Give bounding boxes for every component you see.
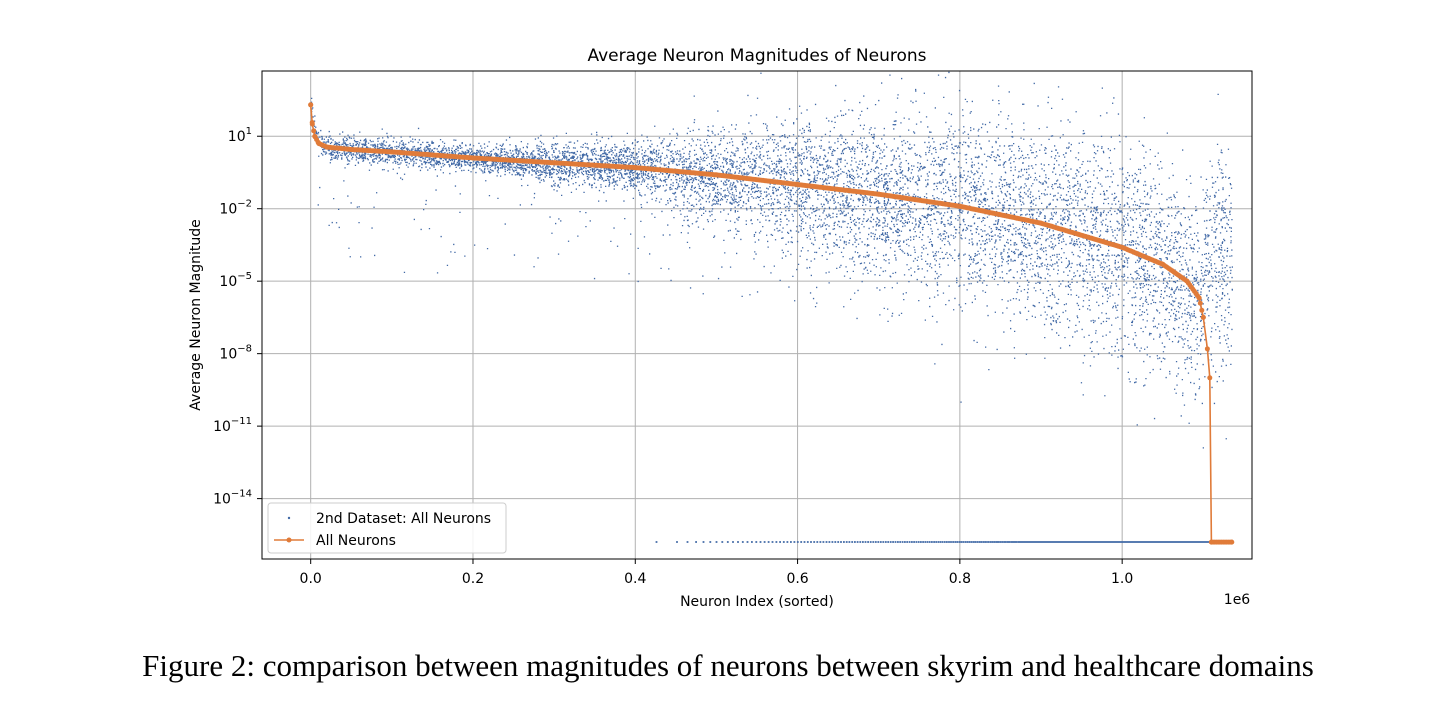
y-axis-label: Average Neuron Magnitude bbox=[188, 219, 204, 410]
line-point bbox=[316, 140, 322, 146]
x-tick-label: 0.2 bbox=[462, 571, 484, 587]
scatter-floor-points bbox=[655, 541, 1233, 543]
x-tick-label: 0.6 bbox=[786, 571, 808, 587]
legend-scatter-marker bbox=[287, 516, 291, 520]
line-point bbox=[1229, 539, 1235, 545]
line-point bbox=[1207, 375, 1213, 381]
line-point bbox=[1119, 244, 1125, 250]
figure: Average Neuron Magnitudes of Neurons 0.0… bbox=[188, 46, 1253, 610]
line-point bbox=[1196, 295, 1202, 301]
line-series bbox=[308, 102, 1235, 545]
legend: 2nd Dataset: All Neurons All Neurons bbox=[267, 502, 507, 554]
line-point bbox=[389, 149, 395, 155]
legend-box bbox=[267, 502, 507, 554]
line-point bbox=[551, 160, 557, 166]
scatter-series bbox=[310, 71, 1233, 543]
line-point bbox=[348, 147, 354, 153]
plot-frame bbox=[261, 70, 1253, 560]
x-scale-label: 1e6 bbox=[1224, 592, 1251, 608]
orange-markers bbox=[308, 102, 1235, 545]
line-point bbox=[795, 182, 801, 188]
legend-label-line: All Neurons bbox=[316, 533, 396, 549]
y-tick-label: 10−5 bbox=[219, 271, 252, 290]
line-point bbox=[1208, 539, 1214, 545]
line-point bbox=[713, 172, 719, 178]
legend-line-marker bbox=[286, 537, 292, 543]
line-point bbox=[308, 102, 314, 108]
ticks: 0.0 0.2 0.4 0.6 0.8 1.0 101 10−2 10−5 10−8 10−11 10… bbox=[213, 126, 1133, 587]
line-point bbox=[309, 121, 315, 127]
line-point bbox=[1160, 261, 1166, 267]
x-tick-label: 0.8 bbox=[949, 571, 971, 587]
line-point bbox=[632, 165, 638, 171]
x-tick-label: 0.0 bbox=[300, 571, 322, 587]
line-point bbox=[876, 191, 882, 197]
line-point bbox=[1184, 278, 1190, 284]
x-tick-label: 0.4 bbox=[624, 571, 646, 587]
y-tick-label: 10−14 bbox=[213, 489, 252, 508]
x-axis-label: Neuron Index (sorted) bbox=[680, 594, 834, 610]
line-point bbox=[1200, 314, 1206, 320]
line-point bbox=[470, 155, 476, 161]
y-tick-label: 10−8 bbox=[219, 344, 252, 363]
line-point bbox=[1038, 220, 1044, 226]
line-point bbox=[1204, 346, 1210, 352]
line-point bbox=[957, 203, 963, 209]
y-tick-label: 101 bbox=[228, 126, 252, 145]
line-point bbox=[324, 144, 330, 150]
grid bbox=[262, 71, 1252, 559]
y-tick-label: 10−2 bbox=[219, 199, 252, 218]
figure-caption: Figure 2: comparison between magnitudes … bbox=[142, 648, 1314, 683]
chart-title: Average Neuron Magnitudes of Neurons bbox=[587, 46, 926, 66]
y-tick-label: 10−11 bbox=[213, 416, 252, 435]
x-tick-label: 1.0 bbox=[1111, 571, 1133, 587]
line-point bbox=[312, 133, 318, 139]
legend-label-scatter: 2nd Dataset: All Neurons bbox=[316, 511, 491, 527]
chart: Average Neuron Magnitudes of Neurons 0.0… bbox=[188, 46, 1253, 610]
